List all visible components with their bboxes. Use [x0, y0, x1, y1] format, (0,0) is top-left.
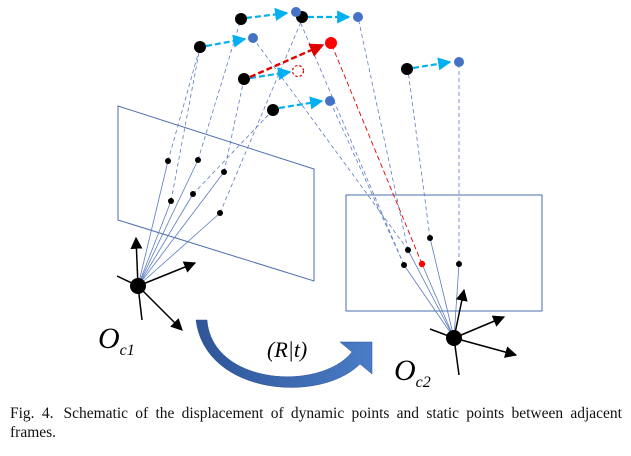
- camera1-rays: [137, 159, 225, 287]
- dynamic-point: [325, 37, 337, 49]
- camera1-center: [130, 278, 146, 294]
- image-points-frame1: [165, 157, 227, 216]
- camera2-axes: [429, 288, 518, 376]
- camera2-label: Oc2: [394, 354, 431, 391]
- projection-lines-frame1: [167, 16, 304, 214]
- caption-text: Schematic of the displacement of dynamic…: [10, 405, 622, 441]
- expected-static-location: [291, 64, 305, 78]
- figure-number: Fig. 4.: [10, 405, 54, 422]
- camera1-axes: [116, 236, 197, 331]
- camera2-center: [446, 330, 462, 346]
- static-displacement-arrows: [205, 7, 452, 110]
- dynamic-displacement-arrow: [249, 43, 325, 79]
- image-points-frame2: [401, 235, 462, 268]
- transform-label: (R|t): [267, 337, 307, 362]
- dynamic-projection-line: [330, 42, 423, 265]
- image-plane-frame2: [345, 194, 543, 312]
- camera2-rays: [403, 237, 460, 339]
- projection-lines-frame2: [252, 11, 460, 266]
- displacement-diagram: Oc1 Oc2 (R|t): [98, 7, 543, 391]
- world-points-frame2: [248, 7, 464, 106]
- camera1-label: Oc1: [98, 322, 135, 359]
- image-plane-frame1: [117, 105, 315, 282]
- figure-caption: Fig. 4. Schematic of the displacement of …: [10, 404, 622, 442]
- world-points-frame1: [194, 11, 413, 116]
